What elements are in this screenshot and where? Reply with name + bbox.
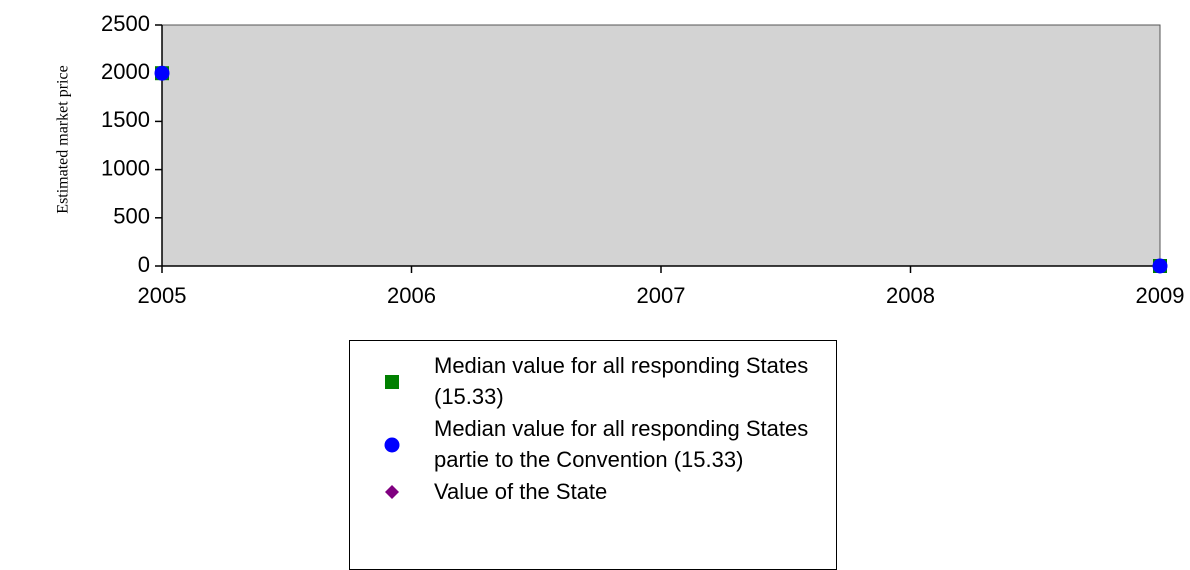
marker-circle [1152,258,1168,274]
legend-symbol [384,437,400,452]
x-tick-label: 2006 [387,283,436,308]
legend-label: Median value for all responding States p… [434,416,809,472]
x-tick-label: 2008 [886,283,935,308]
legend-entry: Median value for all responding States p… [350,414,836,475]
chart: 0 500 1000 1500 2000 2500 2005 2006 2007 2008 2009 [101,11,1185,308]
x-tick-label: 2009 [1136,283,1185,308]
legend-symbol [385,485,399,500]
y-axis-label: Estimated market price [54,65,72,214]
y-tick-label: 0 [138,252,150,277]
plot-area [161,24,1161,267]
page: 0 500 1000 1500 2000 2500 2005 2006 2007 2008 2009… [54,10,1185,570]
x-tick-label: 2005 [138,283,187,308]
legend: Median value for all responding States (… [349,340,837,570]
y-tick-label: 2000 [101,59,150,84]
x-tick-label: 2007 [637,283,686,308]
y-tick-label: 1500 [101,107,150,132]
legend-entry: Median value for all responding States (… [350,351,836,412]
legend-label: Value of the State [434,479,608,504]
legend-symbol [385,374,399,389]
legend-entry: Value of the State [350,477,836,508]
marker-circle [154,65,170,81]
marker-diamond [385,485,399,500]
y-tick-label: 500 [113,204,150,229]
y-tick-label: 1000 [101,155,150,180]
marker-circle [384,437,400,452]
legend-label: Median value for all responding States (… [434,353,809,409]
y-tick-label: 2500 [101,11,150,36]
marker-square [385,374,399,389]
